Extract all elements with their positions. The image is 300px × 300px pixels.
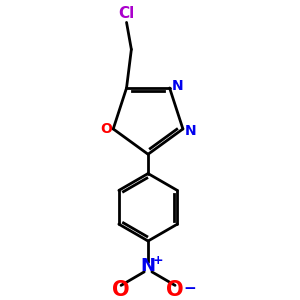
Text: N: N — [185, 124, 197, 138]
Text: N: N — [172, 79, 183, 93]
Text: O: O — [100, 122, 112, 136]
Text: O: O — [166, 280, 184, 300]
Text: O: O — [112, 280, 130, 300]
Text: −: − — [183, 281, 196, 296]
Text: Cl: Cl — [118, 6, 135, 21]
Text: +: + — [152, 254, 163, 267]
Text: N: N — [141, 257, 156, 275]
